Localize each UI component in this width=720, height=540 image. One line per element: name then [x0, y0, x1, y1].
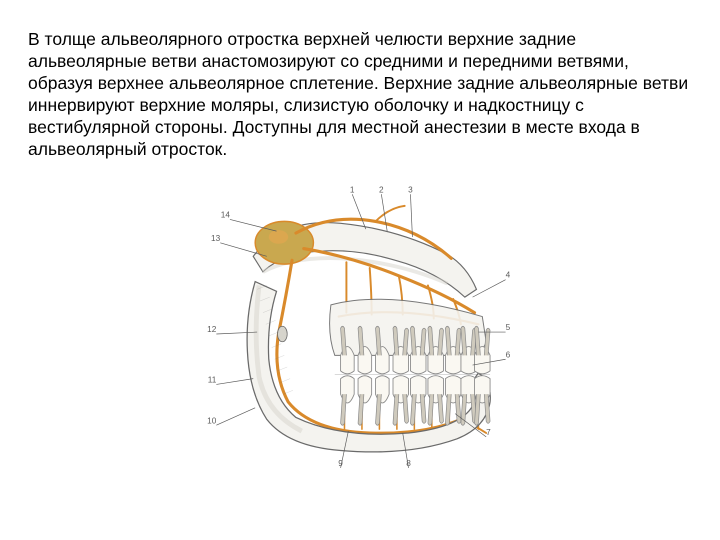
- svg-text:3: 3: [408, 186, 413, 195]
- svg-text:10: 10: [207, 417, 217, 426]
- svg-text:8: 8: [406, 459, 411, 468]
- svg-text:13: 13: [211, 234, 221, 243]
- svg-text:11: 11: [208, 376, 217, 385]
- skull-nerve-illustration: 1234567891011121314: [195, 184, 525, 484]
- svg-text:2: 2: [379, 186, 384, 195]
- body-paragraph: В толще альвеолярного отростка верхней ч…: [28, 28, 692, 160]
- svg-text:6: 6: [506, 351, 511, 360]
- svg-text:5: 5: [506, 323, 511, 332]
- svg-text:4: 4: [506, 271, 511, 280]
- svg-text:12: 12: [207, 325, 217, 334]
- svg-text:14: 14: [221, 211, 231, 220]
- svg-text:7: 7: [486, 428, 491, 437]
- svg-text:9: 9: [338, 459, 343, 468]
- figure-container: 1234567891011121314: [28, 178, 692, 484]
- svg-text:1: 1: [350, 186, 355, 195]
